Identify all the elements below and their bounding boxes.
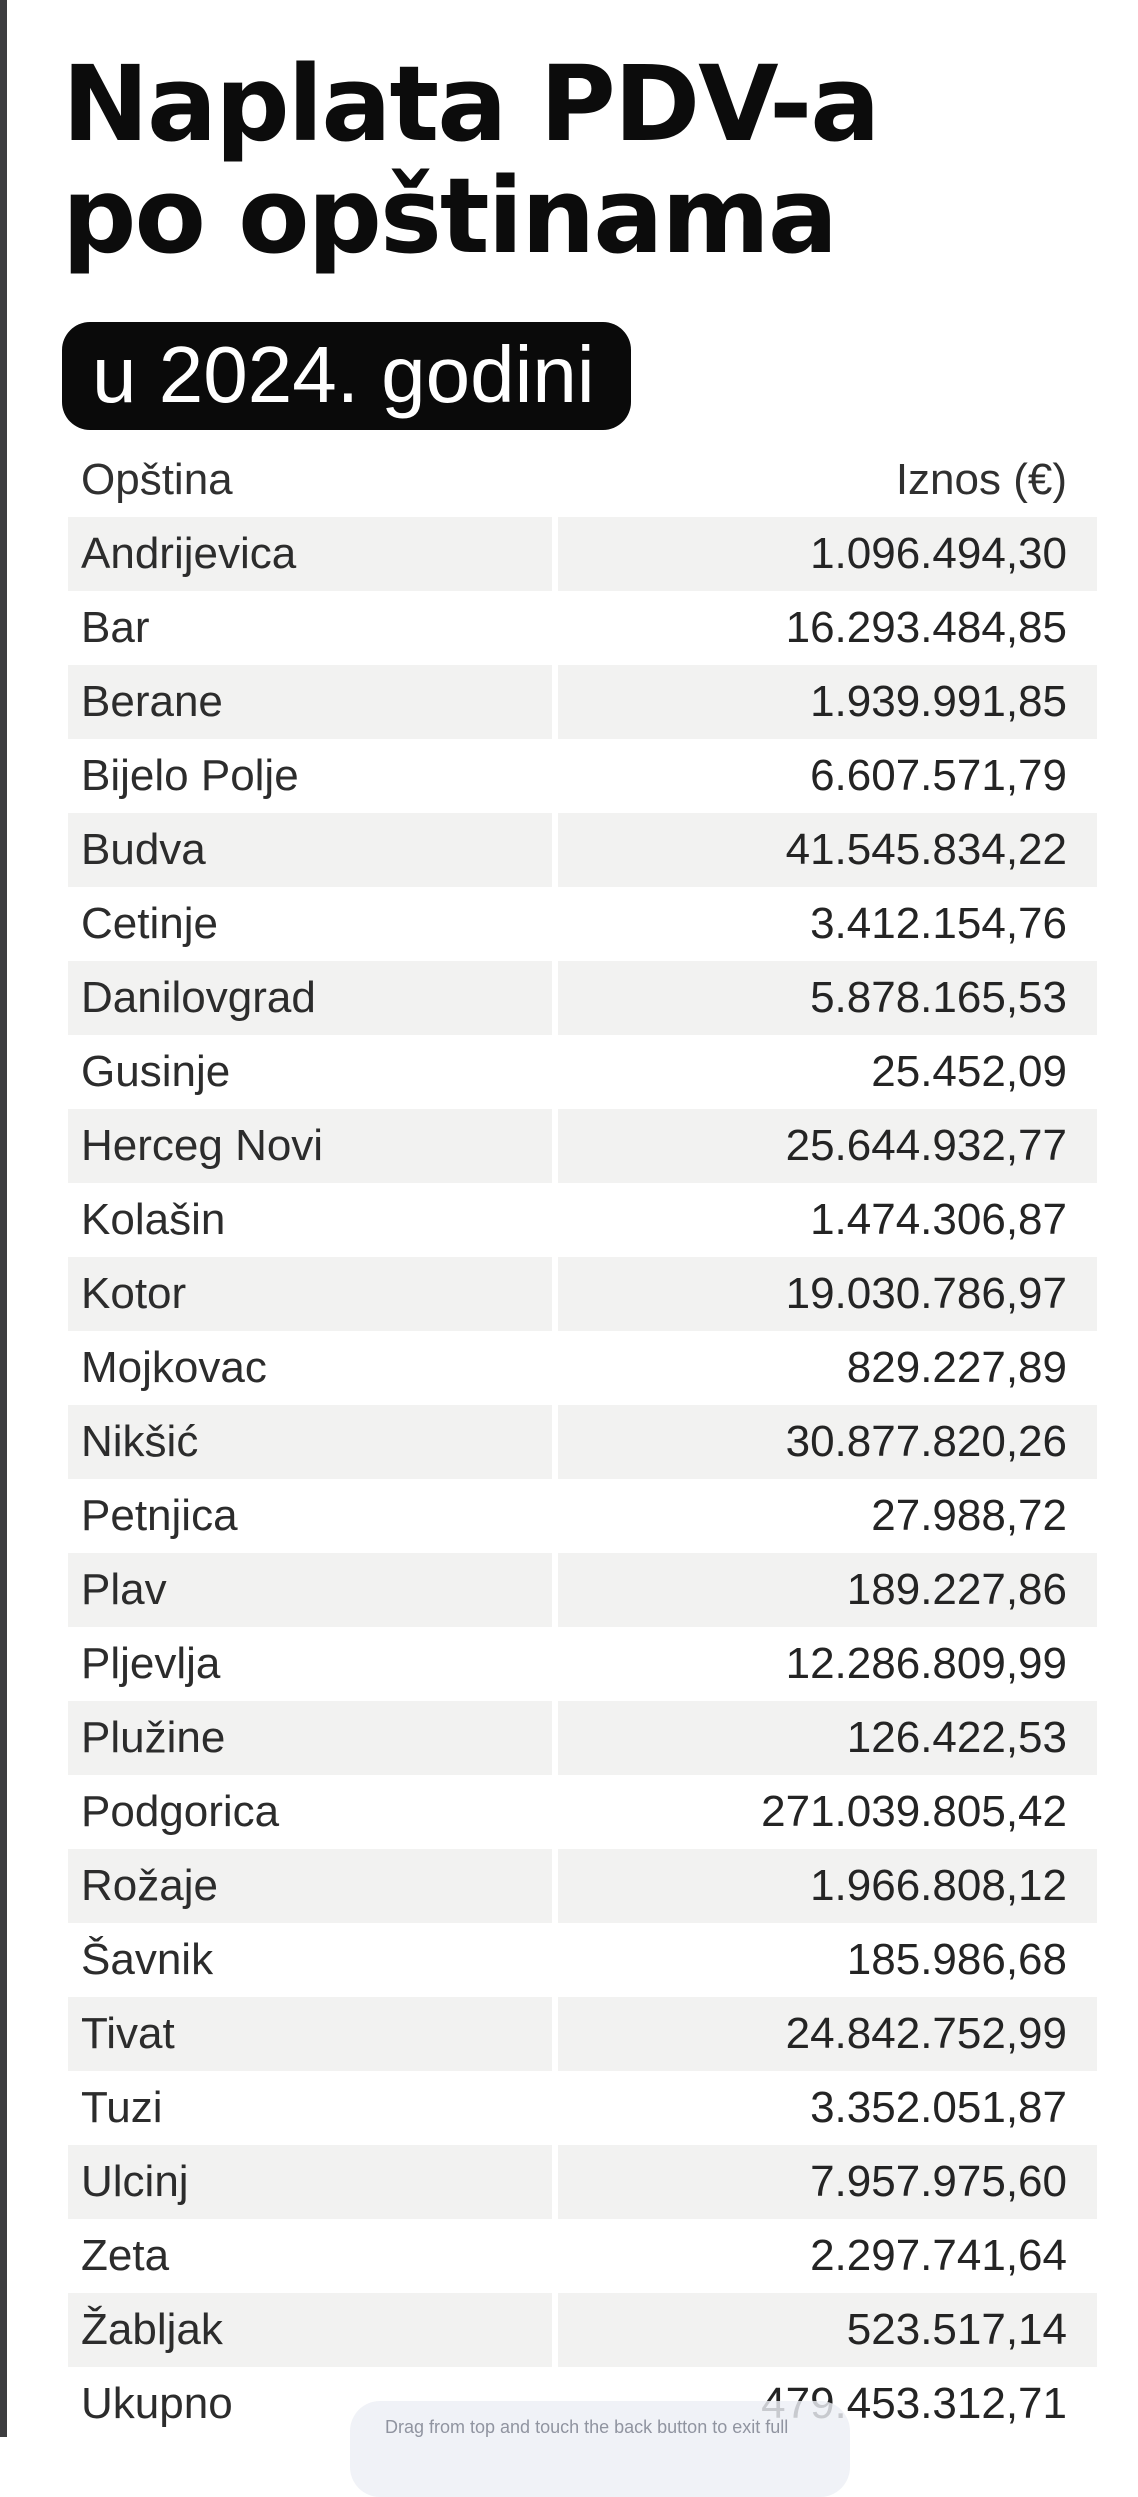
municipality-name: Kolašin — [81, 1195, 226, 1244]
municipality-name: Pljevlja — [81, 1639, 221, 1688]
amount-value: 271.039.805,42 — [761, 1787, 1067, 1836]
amount-value: 1.474.306,87 — [810, 1195, 1067, 1244]
amount-value: 2.297.741,64 — [810, 2231, 1067, 2280]
table-row: Gusinje 25.452,09 — [68, 1035, 1097, 1109]
municipality-name: Plužine — [68, 1701, 552, 1775]
table-row: Plužine 126.422,53 — [68, 1701, 1097, 1775]
municipality-name: Kotor — [68, 1257, 552, 1331]
fullscreen-exit-toast: Drag from top and touch the back button … — [350, 2401, 850, 2497]
municipality-name: Plav — [68, 1553, 552, 1627]
table-row: Berane 1.939.991,85 — [68, 665, 1097, 739]
table-row: Petnjica 27.988,72 — [68, 1479, 1097, 1553]
municipality-name: Tivat — [68, 1997, 552, 2071]
table-row: Andrijevica 1.096.494,30 — [68, 517, 1097, 591]
amount-value: 16.293.484,85 — [785, 603, 1067, 652]
amount-value: 126.422,53 — [558, 1701, 1097, 1775]
column-header-amount: Iznos (€) — [895, 455, 1067, 504]
municipality-name: Gusinje — [81, 1047, 231, 1096]
amount-value: 185.986,68 — [846, 1935, 1067, 1984]
amount-value: 5.878.165,53 — [558, 961, 1097, 1035]
table-row: Tuzi 3.352.051,87 — [68, 2071, 1097, 2145]
table-body: Andrijevica 1.096.494,30 Bar 16.293.484,85 B… — [68, 517, 1097, 2441]
table-row: Mojkovac 829.227,89 — [68, 1331, 1097, 1405]
table-row: Bar 16.293.484,85 — [68, 591, 1097, 665]
municipality-name: Zeta — [81, 2231, 170, 2280]
screen-left-edge — [0, 0, 7, 2437]
year-badge: u 2024. godini — [62, 322, 631, 430]
table-row: Nikšić 30.877.820,26 — [68, 1405, 1097, 1479]
municipality-name: Ulcinj — [68, 2145, 552, 2219]
amount-value: 41.545.834,22 — [558, 813, 1097, 887]
amount-value: 523.517,14 — [558, 2293, 1097, 2367]
amount-value: 25.452,09 — [871, 1047, 1067, 1096]
municipality-name: Rožaje — [68, 1849, 552, 1923]
table-row: Žabljak 523.517,14 — [68, 2293, 1097, 2367]
amount-value: 1.966.808,12 — [558, 1849, 1097, 1923]
municipality-name: Ukupno — [81, 2379, 233, 2428]
amount-value: 19.030.786,97 — [558, 1257, 1097, 1331]
amount-value: 1.939.991,85 — [558, 665, 1097, 739]
toast-text: Drag from top and touch the back button … — [385, 2417, 789, 2437]
table-row: Pljevlja 12.286.809,99 — [68, 1627, 1097, 1701]
amount-value: 27.988,72 — [871, 1491, 1067, 1540]
amount-value: 12.286.809,99 — [785, 1639, 1067, 1688]
vat-table: Opština Iznos (€) Andrijevica 1.096.494,3… — [68, 443, 1097, 2441]
amount-value: 829.227,89 — [846, 1343, 1067, 1392]
municipality-name: Šavnik — [81, 1935, 214, 1984]
municipality-name: Budva — [68, 813, 552, 887]
amount-value: 3.412.154,76 — [810, 899, 1067, 948]
municipality-name: Bar — [81, 603, 150, 652]
page-title-line2: po opštinama — [62, 155, 838, 277]
municipality-name: Andrijevica — [68, 517, 552, 591]
table-row: Kotor 19.030.786,97 — [68, 1257, 1097, 1331]
page-title: Naplata PDV-a po opštinama — [62, 48, 1097, 272]
municipality-name: Berane — [68, 665, 552, 739]
table-row: Rožaje 1.966.808,12 — [68, 1849, 1097, 1923]
column-header-municipality: Opština — [81, 455, 233, 504]
amount-value: 24.842.752,99 — [558, 1997, 1097, 2071]
table-row: Bijelo Polje 6.607.571,79 — [68, 739, 1097, 813]
municipality-name: Mojkovac — [81, 1343, 267, 1392]
amount-value: 6.607.571,79 — [810, 751, 1067, 800]
table-row: Plav 189.227,86 — [68, 1553, 1097, 1627]
table-row: Kolašin 1.474.306,87 — [68, 1183, 1097, 1257]
table-row: Cetinje 3.412.154,76 — [68, 887, 1097, 961]
amount-value: 1.096.494,30 — [558, 517, 1097, 591]
table-row: Tivat 24.842.752,99 — [68, 1997, 1097, 2071]
amount-value: 30.877.820,26 — [558, 1405, 1097, 1479]
table-row: Podgorica 271.039.805,42 — [68, 1775, 1097, 1849]
municipality-name: Herceg Novi — [68, 1109, 552, 1183]
page-title-line1: Naplata PDV-a — [62, 43, 880, 165]
municipality-name: Petnjica — [81, 1491, 238, 1540]
table-header-row: Opština Iznos (€) — [68, 443, 1097, 517]
municipality-name: Danilovgrad — [68, 961, 552, 1035]
municipality-name: Tuzi — [81, 2083, 163, 2132]
municipality-name: Bijelo Polje — [81, 751, 299, 800]
amount-value: 25.644.932,77 — [558, 1109, 1097, 1183]
municipality-name: Cetinje — [81, 899, 218, 948]
table-row: Danilovgrad 5.878.165,53 — [68, 961, 1097, 1035]
municipality-name: Nikšić — [68, 1405, 552, 1479]
table-row: Budva 41.545.834,22 — [68, 813, 1097, 887]
table-row: Ulcinj 7.957.975,60 — [68, 2145, 1097, 2219]
table-row: Zeta 2.297.741,64 — [68, 2219, 1097, 2293]
page: Naplata PDV-a po opštinama u 2024. godin… — [62, 48, 1097, 2441]
municipality-name: Podgorica — [81, 1787, 280, 1836]
amount-value: 7.957.975,60 — [558, 2145, 1097, 2219]
table-row: Šavnik 185.986,68 — [68, 1923, 1097, 1997]
amount-value: 3.352.051,87 — [810, 2083, 1067, 2132]
table-row: Herceg Novi 25.644.932,77 — [68, 1109, 1097, 1183]
municipality-name: Žabljak — [68, 2293, 552, 2367]
amount-value: 189.227,86 — [558, 1553, 1097, 1627]
